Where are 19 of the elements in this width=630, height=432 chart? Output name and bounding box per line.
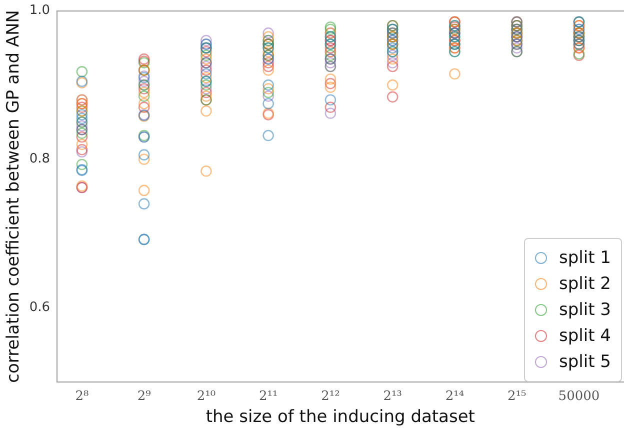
legend-label: split 1 [559,247,611,270]
y-axis-title: correlation coefficient between GP and ANN [4,10,24,383]
x-tick-label: 2¹² [321,389,340,404]
x-tick-label: 50000 [558,389,600,404]
x-tick-label: 2⁸ [75,389,89,404]
x-tick-label: 2¹⁵ [507,389,526,404]
legend-label: split 2 [559,273,611,296]
x-tick-label: 2¹⁴ [445,389,464,404]
x-axis-title: the size of the inducing dataset [206,407,476,428]
legend-label: split 3 [559,299,611,322]
legend-label: split 4 [559,325,611,348]
y-tick-label: 1.0 [29,3,50,18]
x-tick-label: 2¹¹ [258,389,278,404]
x-tick-label: 2⁹ [137,389,151,404]
legend-label: split 5 [559,351,611,374]
x-tick-label: 2¹⁰ [196,389,216,404]
y-tick-label: 0.8 [29,152,50,167]
x-tick-label: 2¹³ [383,389,402,404]
y-tick-label: 0.6 [29,300,50,316]
